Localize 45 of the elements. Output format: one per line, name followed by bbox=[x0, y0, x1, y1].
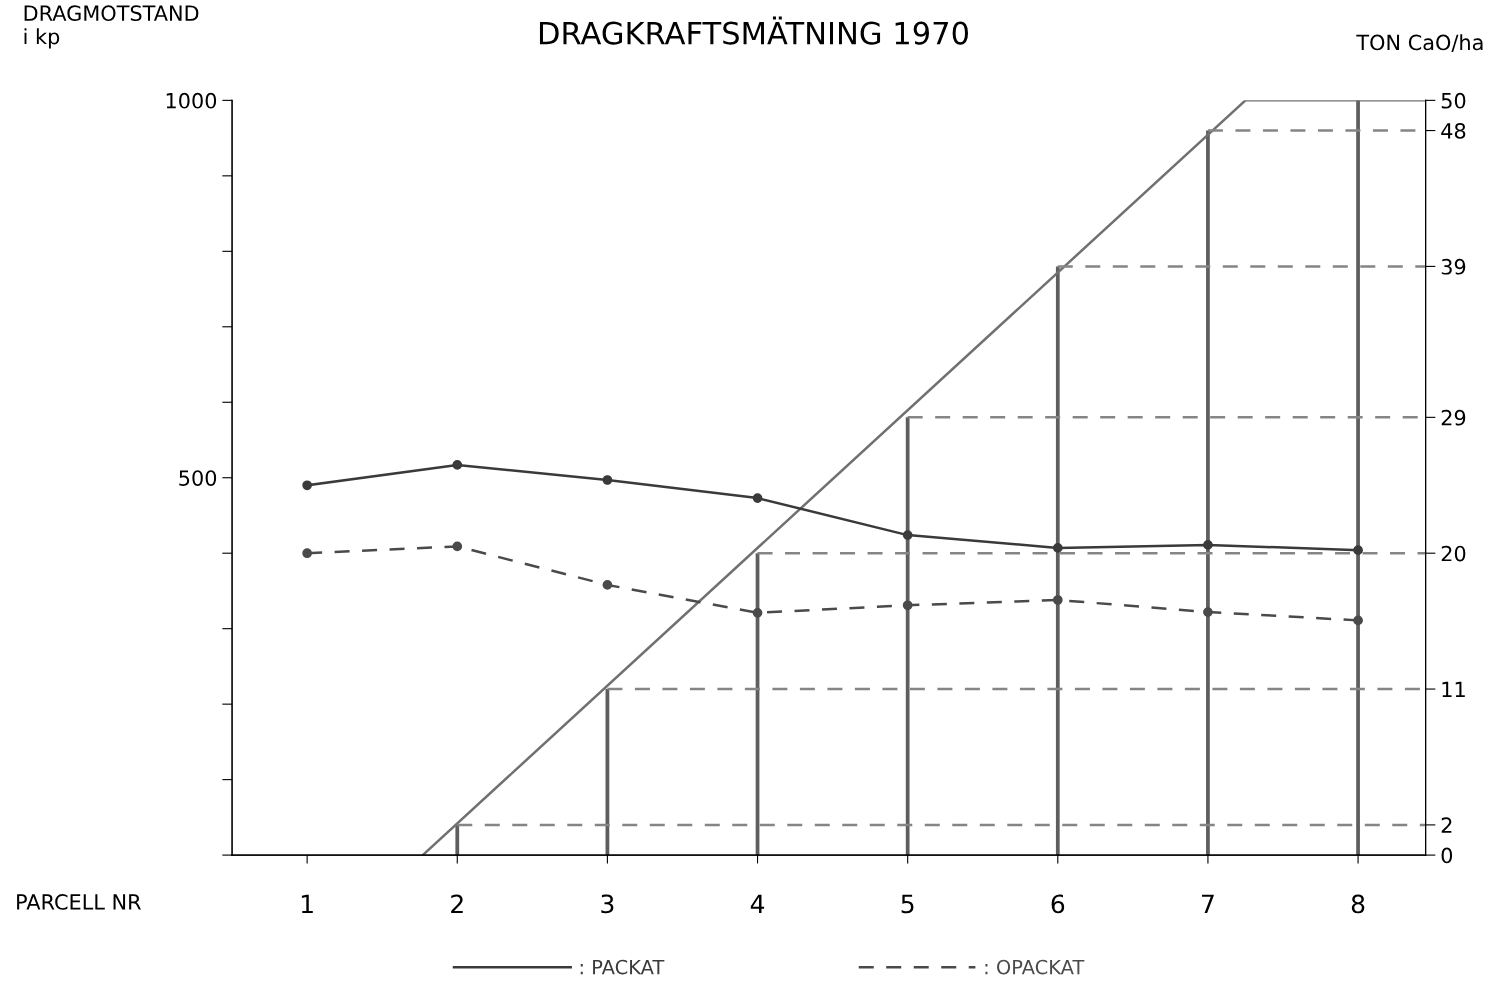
y2-tick-label: 0 bbox=[1441, 847, 1453, 864]
x-tick-label: 4 bbox=[750, 894, 765, 913]
point bbox=[452, 541, 463, 552]
point bbox=[602, 475, 613, 485]
x-tick-label: 1 bbox=[301, 894, 313, 913]
text: : PACKAT bbox=[580, 959, 665, 975]
bar bbox=[455, 824, 460, 856]
point bbox=[602, 580, 613, 590]
x-tick-label: 8 bbox=[1351, 894, 1365, 914]
point bbox=[1052, 543, 1063, 553]
y2-tick-label: 39 bbox=[1441, 258, 1466, 275]
point bbox=[1203, 607, 1213, 617]
y2-tick-label: 48 bbox=[1441, 123, 1466, 139]
text: : OPACKAT bbox=[985, 959, 1085, 975]
point bbox=[1052, 595, 1063, 605]
point bbox=[1353, 545, 1363, 556]
x-tick-label: 3 bbox=[601, 894, 614, 914]
x-axis-title: PARCELL NR bbox=[17, 894, 141, 910]
point bbox=[902, 530, 913, 540]
y-axis-title: DRAGMOTSTAND i kp bbox=[24, 5, 199, 49]
point bbox=[302, 480, 313, 491]
point bbox=[452, 460, 463, 470]
point bbox=[302, 548, 313, 559]
y2-tick-label: 50 bbox=[1441, 92, 1466, 109]
point bbox=[752, 607, 763, 618]
x-tick-label: 5 bbox=[901, 894, 914, 914]
y2-tick-label: 11 bbox=[1442, 681, 1465, 697]
bar bbox=[1055, 266, 1060, 856]
chart-title: DRAGKRAFTSMÄTNING 1970 bbox=[539, 16, 969, 45]
point bbox=[752, 493, 763, 503]
y2-tick-label: 20 bbox=[1441, 545, 1466, 562]
y2-tick-label: 29 bbox=[1441, 409, 1466, 426]
point bbox=[1353, 615, 1363, 626]
y2-tick-label: 2 bbox=[1441, 817, 1452, 833]
bar bbox=[1206, 130, 1210, 856]
x-tick-label: 7 bbox=[1202, 894, 1214, 913]
point bbox=[1203, 540, 1213, 550]
y2-axis-title: TON CaO/ha bbox=[1356, 34, 1483, 52]
bar bbox=[1356, 100, 1360, 856]
y-tick-label: 1000 bbox=[166, 92, 217, 109]
y-tick-label: 500 bbox=[179, 470, 217, 486]
point bbox=[902, 600, 913, 611]
bar bbox=[905, 417, 910, 856]
x-tick-label: 2 bbox=[451, 894, 463, 913]
x-tick-label: 6 bbox=[1051, 894, 1065, 914]
